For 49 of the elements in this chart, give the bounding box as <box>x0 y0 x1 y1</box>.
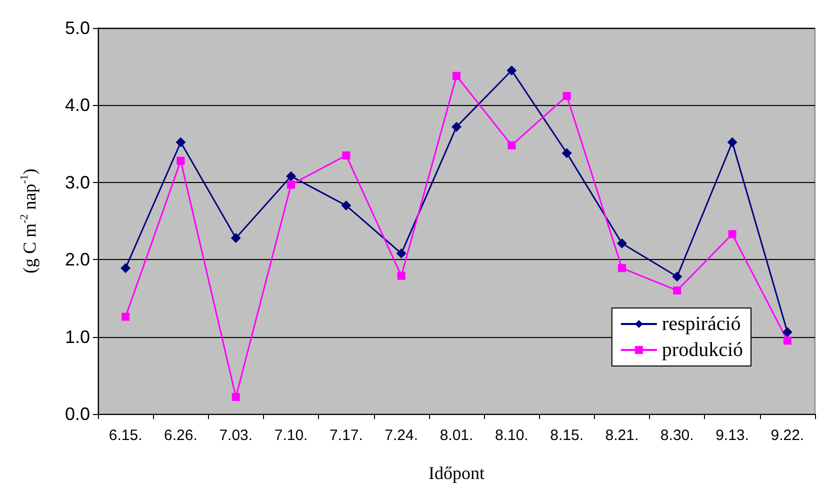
point <box>452 122 462 132</box>
point <box>618 264 626 272</box>
y-tick-label: 0.0 <box>64 404 90 424</box>
point <box>673 286 682 294</box>
x-tick-label: 8.30. <box>660 427 694 444</box>
y-tick-label: 2.0 <box>64 250 90 270</box>
point <box>286 171 296 182</box>
x-tick-label: 9.13. <box>716 427 749 444</box>
point <box>616 238 627 248</box>
point <box>341 200 352 211</box>
x-tick-label: 6.15. <box>108 427 142 444</box>
point <box>506 65 517 76</box>
point <box>287 180 296 189</box>
legend-label: produkció <box>662 339 743 361</box>
point <box>342 151 350 160</box>
x-tick-label: 6.26. <box>164 427 198 444</box>
point <box>230 232 241 243</box>
point <box>122 312 130 321</box>
y-axis-title: (g C m-2 nap-1) <box>18 168 40 274</box>
x-axis-title: Időpont <box>428 463 484 483</box>
x-tick-label: 8.15. <box>550 427 584 444</box>
point <box>120 263 131 274</box>
point <box>232 393 240 402</box>
point <box>176 156 185 165</box>
point <box>783 336 792 345</box>
point <box>672 272 682 282</box>
point <box>452 72 460 80</box>
point <box>782 327 792 338</box>
point <box>397 272 406 280</box>
y-tick-label: 3.0 <box>64 172 90 192</box>
x-tick-label: 8.01. <box>440 427 474 444</box>
x-tick-label: 7.24. <box>384 427 418 444</box>
point <box>176 137 186 148</box>
x-tick-label: 7.10. <box>274 427 308 444</box>
x-tick-label: 7.17. <box>330 427 363 444</box>
point <box>727 137 738 148</box>
point <box>562 92 571 100</box>
y-tick-label: 5.0 <box>64 18 90 38</box>
point <box>508 141 516 150</box>
y-tick-label: 1.0 <box>64 326 90 347</box>
legend-label: respiráció <box>662 313 741 335</box>
point <box>562 148 572 158</box>
point <box>396 248 406 258</box>
x-tick-label: 9.22. <box>770 427 804 444</box>
x-tick-label: 7.03. <box>219 427 253 444</box>
y-tick-label: 4.0 <box>64 95 90 116</box>
x-tick-label: 8.21. <box>605 427 639 444</box>
x-tick-label: 8.10. <box>494 427 528 444</box>
point <box>728 230 736 238</box>
